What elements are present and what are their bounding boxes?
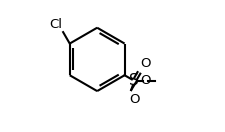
Text: Cl: Cl bbox=[49, 18, 62, 31]
Text: O: O bbox=[128, 93, 139, 106]
Text: S: S bbox=[129, 73, 139, 88]
Text: O: O bbox=[140, 74, 150, 87]
Text: O: O bbox=[140, 57, 150, 70]
